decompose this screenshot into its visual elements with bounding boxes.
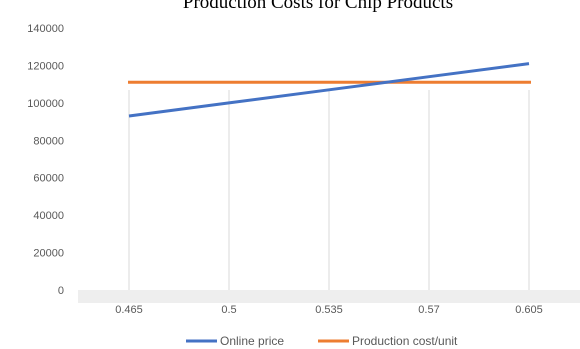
y-tick-label: 40000 xyxy=(33,210,64,222)
y-tick-label: 100000 xyxy=(27,98,64,110)
y-tick-label: 80000 xyxy=(33,135,64,147)
series-lines xyxy=(128,62,531,118)
x-tick-label: 0.465 xyxy=(115,304,143,316)
y-tick-label: 140000 xyxy=(27,23,64,35)
gridlines xyxy=(128,90,530,290)
x-axis-ticks: 0.465 0.5 0.535 0.57 0.605 xyxy=(115,304,543,316)
y-tick-label: 120000 xyxy=(27,60,64,72)
series-line-online-price xyxy=(128,62,530,118)
y-tick-label: 0 xyxy=(58,285,64,297)
floor-band xyxy=(78,290,580,303)
legend-label-online-price: Online price xyxy=(220,334,284,348)
x-tick-label: 0.57 xyxy=(418,304,439,316)
x-tick-label: 0.5 xyxy=(221,304,236,316)
x-tick-label: 0.535 xyxy=(315,304,343,316)
chart-title: Production Costs for Chip Products xyxy=(183,0,453,13)
y-tick-label: 60000 xyxy=(33,173,64,185)
y-tick-label: 20000 xyxy=(33,248,64,260)
legend: Online price Production cost/unit xyxy=(186,334,458,348)
x-tick-label: 0.605 xyxy=(515,304,543,316)
y-axis-ticks: 0 20000 40000 60000 80000 100000 120000 140000 xyxy=(27,23,64,297)
legend-label-production-cost: Production cost/unit xyxy=(352,334,458,348)
